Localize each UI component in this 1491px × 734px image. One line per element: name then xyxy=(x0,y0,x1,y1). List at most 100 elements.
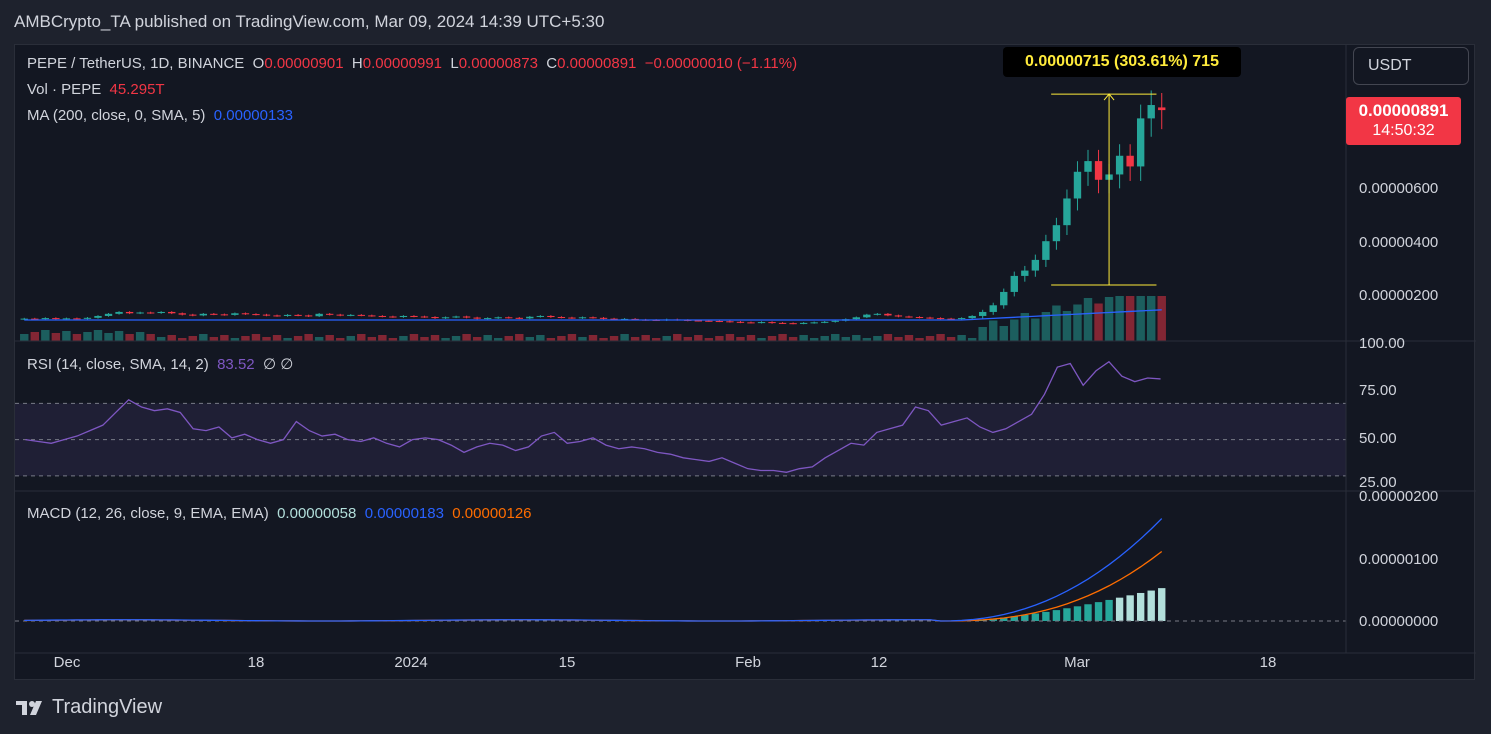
candle-body xyxy=(199,313,207,316)
macd-histogram-bar xyxy=(989,618,997,621)
volume-bar xyxy=(989,320,998,341)
macd-axis-label: 0.00000200 xyxy=(1359,488,1438,505)
macd-legend[interactable]: MACD (12, 26, close, 9, EMA, EMA) 0.0000… xyxy=(27,505,532,522)
candle-body xyxy=(326,313,334,315)
last-price-tag: 0.00000891 14:50:32 xyxy=(1346,97,1461,145)
volume-bar xyxy=(1146,296,1156,341)
macd-histogram-bar xyxy=(1021,614,1029,621)
candle-body xyxy=(915,317,924,319)
volume-bar xyxy=(1031,318,1040,341)
volume-bar xyxy=(272,335,282,341)
candle-body xyxy=(1042,241,1050,260)
volume-bar xyxy=(736,337,745,341)
volume-bar xyxy=(609,336,619,341)
volume-bar xyxy=(472,337,482,341)
volume-bar xyxy=(925,336,935,341)
volume-bar xyxy=(536,335,545,341)
volume-bar xyxy=(156,337,166,341)
candle-body xyxy=(294,314,302,316)
macd-label: MACD (12, 26, close, 9, EMA, EMA) xyxy=(27,505,269,522)
volume-bar xyxy=(493,338,503,341)
macd-histogram-bar xyxy=(1158,588,1166,621)
volume-bar xyxy=(588,335,598,341)
candle-body xyxy=(821,321,829,323)
macd-histogram-bar xyxy=(1063,608,1071,621)
candle-body xyxy=(1063,198,1071,226)
volume-bar xyxy=(1104,297,1114,341)
volume-bar xyxy=(357,334,366,341)
volume-bar xyxy=(599,338,608,341)
candle-body xyxy=(1094,161,1103,180)
macd-histogram-bar xyxy=(1147,590,1155,621)
candle-body xyxy=(441,317,450,319)
macd-pane xyxy=(15,518,1346,622)
volume-bar xyxy=(662,336,671,341)
macd-histogram-bar xyxy=(1031,613,1040,621)
volume-bar xyxy=(441,338,450,341)
volume-bar xyxy=(462,334,471,341)
candle-body xyxy=(799,322,808,324)
symbol-label[interactable]: PEPE / TetherUS, 1D, BINANCE xyxy=(27,55,245,72)
candle-body xyxy=(315,313,323,317)
volume-bar xyxy=(704,338,714,341)
volume-bar xyxy=(1041,312,1051,341)
high-label: H xyxy=(351,55,363,72)
rsi-axis-label: 100.00 xyxy=(1359,335,1405,352)
candle-body xyxy=(557,317,566,319)
volume-bar xyxy=(420,337,429,341)
footer-brand-text: TradingView xyxy=(52,696,163,718)
candle-body xyxy=(483,318,492,320)
candle-body xyxy=(104,313,113,316)
time-axis-label: 15 xyxy=(559,654,576,671)
candle-body xyxy=(262,314,271,316)
candle-body xyxy=(52,318,60,320)
time-axis-label: Feb xyxy=(735,654,761,671)
footer-brand[interactable]: TradingView xyxy=(16,696,162,719)
volume-legend[interactable]: Vol · PEPE 45.295T xyxy=(27,81,165,98)
macd-line-value: 0.00000183 xyxy=(364,505,444,522)
macd-signal-value: 0.00000126 xyxy=(452,505,532,522)
candle-body xyxy=(83,317,92,319)
candle-body xyxy=(936,318,945,320)
price-axis-label: 0.00000600 xyxy=(1359,180,1438,197)
candle-body xyxy=(189,314,197,316)
candle-body xyxy=(715,321,724,323)
volume-bar xyxy=(378,335,387,341)
candle-body xyxy=(94,315,102,318)
volume-bar xyxy=(1157,296,1166,341)
volume-bar xyxy=(1062,311,1072,341)
volume-bar xyxy=(946,337,956,341)
ma-legend[interactable]: MA (200, close, 0, SMA, 5) 0.00000133 xyxy=(27,107,293,124)
chart-canvas[interactable]: 0.00000600 0.00000400 0.00000200 100.00 75.0… xyxy=(15,45,1476,681)
macd-histogram-bar xyxy=(1094,602,1103,621)
rsi-legend[interactable]: RSI (14, close, SMA, 14, 2) 83.52 ∅ ∅ xyxy=(27,355,293,373)
candle-body xyxy=(273,315,281,317)
volume-bar xyxy=(567,334,577,341)
candle-body xyxy=(547,315,555,318)
volume-bar xyxy=(1136,296,1145,341)
open-label: O xyxy=(252,55,265,72)
volume-bar xyxy=(852,335,861,341)
candle-body xyxy=(178,313,186,315)
candle-body xyxy=(873,313,882,315)
macd-histogram-bar xyxy=(1115,597,1124,621)
candle-body xyxy=(452,316,460,318)
candle-body xyxy=(368,315,376,317)
volume-bar xyxy=(399,336,408,341)
volume-bar xyxy=(430,335,440,341)
volume-bar xyxy=(957,335,966,341)
volume-bar xyxy=(883,334,893,341)
volume-bar xyxy=(409,334,419,341)
macd-histogram-bar xyxy=(1105,599,1113,621)
candle-body xyxy=(283,314,292,316)
volume-bar xyxy=(525,337,535,341)
chart-panel[interactable]: 0.00000600 0.00000400 0.00000200 100.00 75.0… xyxy=(14,44,1476,681)
time-axis-label: 18 xyxy=(248,654,265,671)
measure-arrow xyxy=(1103,93,1115,101)
rsi-value: 83.52 xyxy=(217,356,255,373)
macd-axis-label: 0.00000000 xyxy=(1359,613,1438,630)
currency-button[interactable]: USDT xyxy=(1353,47,1469,85)
volume-bar xyxy=(104,333,113,341)
candle-body xyxy=(536,315,545,317)
candle-body xyxy=(347,314,355,316)
